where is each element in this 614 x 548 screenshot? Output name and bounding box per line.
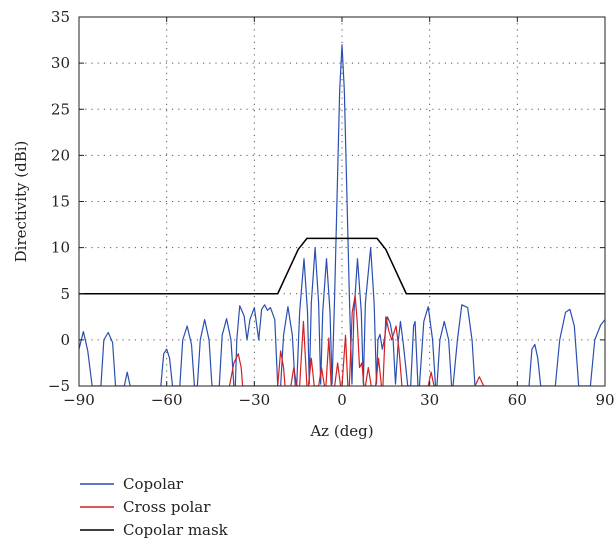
legend-label-copolar: Copolar [123,475,184,493]
x-tick-label-0: −90 [63,391,95,409]
grid-lines [79,17,605,386]
y-tick-label-3: 10 [51,239,70,257]
x-tick-label-4: 30 [420,391,439,409]
x-axis-label: Az (deg) [309,422,373,440]
y-tick-label-1: 0 [60,331,70,349]
x-tick-label-3: 0 [337,391,347,409]
x-tick-labels: −90 −60 −30 0 30 60 90 [63,391,614,409]
y-tick-label-2: 5 [60,285,70,303]
x-tick-label-1: −60 [151,391,183,409]
tick-marks [78,16,606,387]
legend: Copolar Cross polar Copolar mask [80,475,229,539]
legend-label-cross-polar: Cross polar [123,498,211,516]
y-tick-label-6: 25 [51,100,70,118]
x-tick-label-5: 60 [508,391,527,409]
y-tick-label-4: 15 [51,193,70,211]
legend-label-copolar-mask: Copolar mask [123,521,229,539]
y-tick-label-5: 20 [51,146,70,164]
y-axis-label: Directivity (dBi) [12,141,30,263]
y-tick-label-8: 35 [51,8,70,26]
plot-series [79,44,605,386]
y-tick-labels: −5 0 5 10 15 20 25 30 35 [48,8,70,395]
x-tick-label-2: −30 [239,391,271,409]
series-line-copolar-mask [79,237,605,295]
y-tick-label-0: −5 [48,377,70,395]
y-tick-label-7: 30 [51,54,70,72]
series-line-cross-polar [228,294,485,386]
series-line-copolar [79,44,605,386]
x-tick-label-6: 90 [595,391,614,409]
